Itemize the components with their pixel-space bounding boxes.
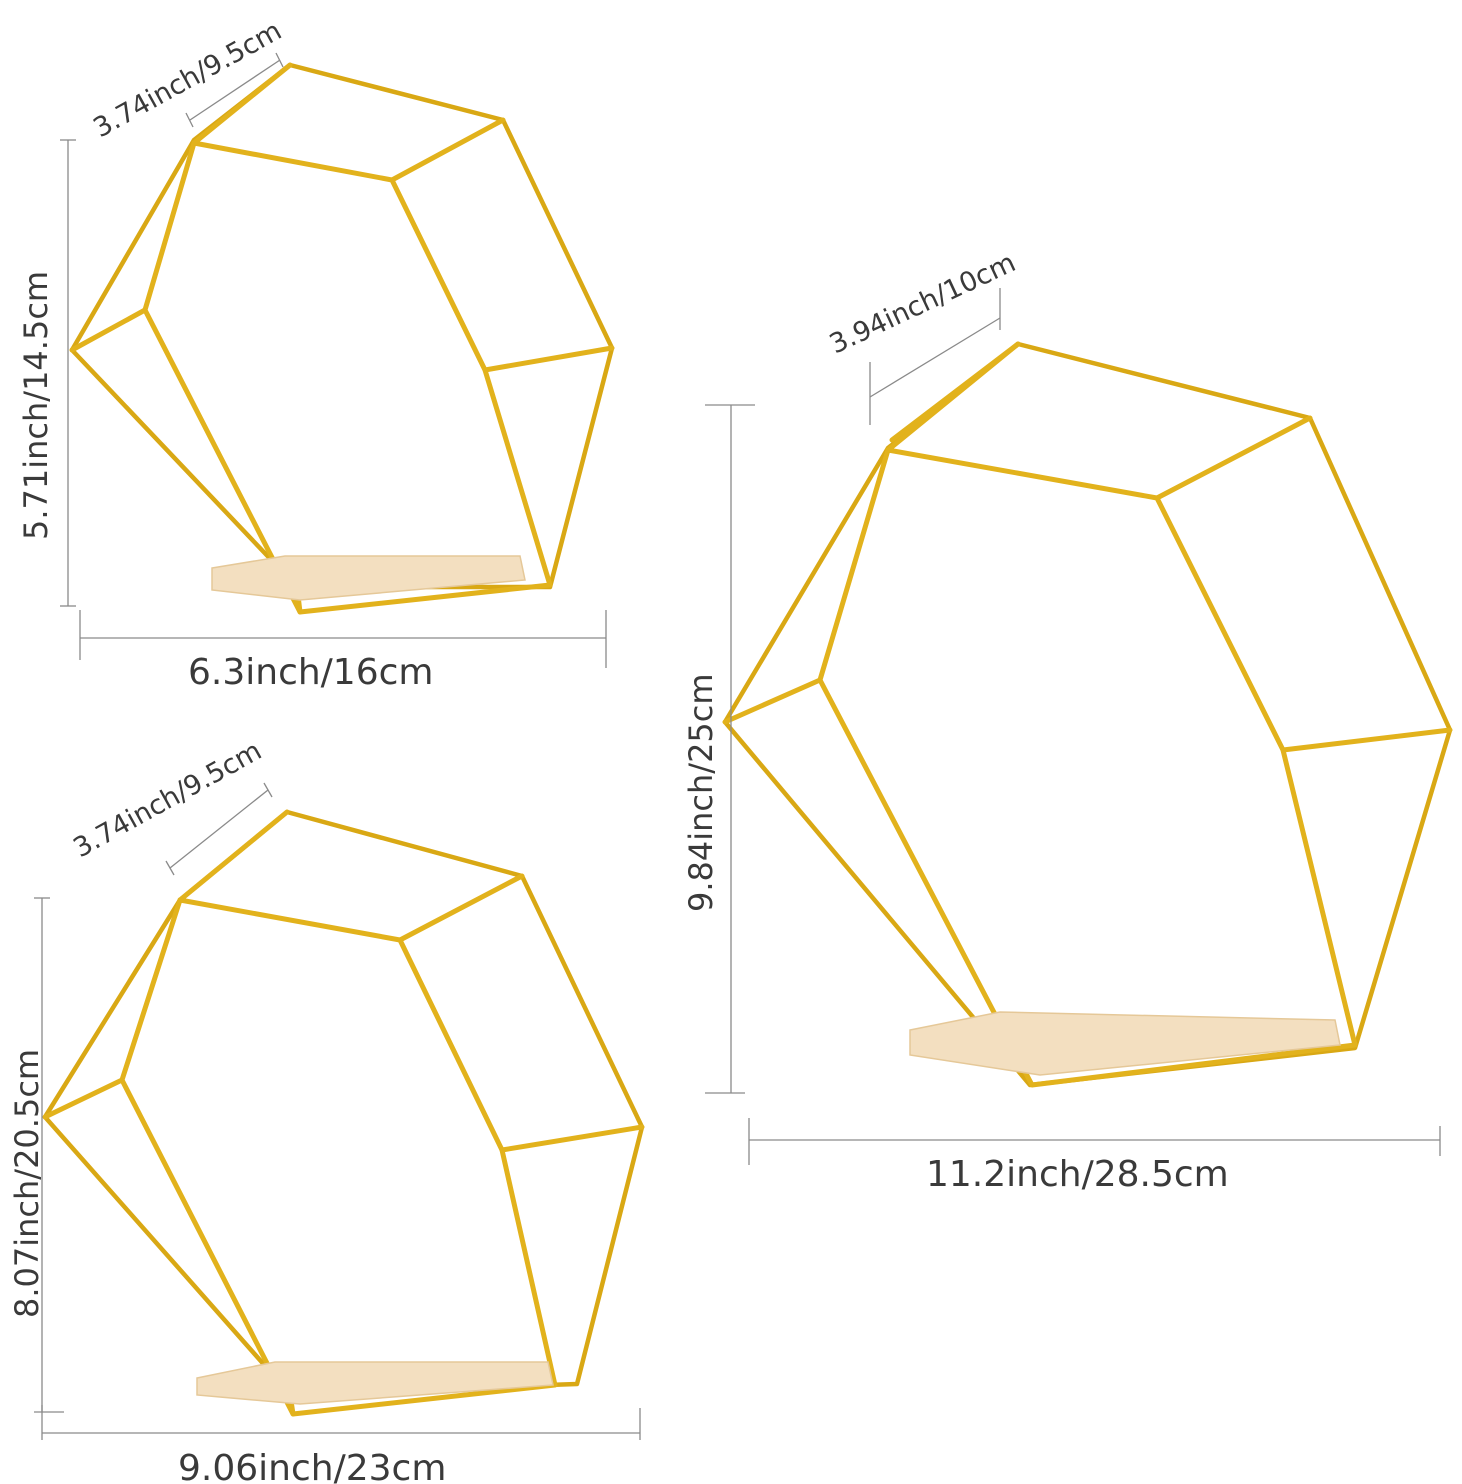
large-width-label: 11.2inch/28.5cm (926, 1154, 1229, 1195)
small-shelf-wood-board (211, 555, 526, 601)
large-hexagon-shelf (722, 341, 1453, 1088)
large-depth-label: 3.94inch/10cm (825, 247, 1021, 360)
large-height-label: 9.84inch/25cm (682, 673, 720, 912)
large-shelf-depth-rods (722, 341, 1453, 753)
medium-depth-line (169, 789, 269, 869)
large-shelf-back-frame (722, 341, 1453, 1088)
medium-shelf-front-frame (119, 897, 558, 1417)
small-hexagon-shelf (69, 62, 615, 615)
small-depth-label: 3.74inch/9.5cm (88, 15, 287, 144)
medium-hexagon-shelf (42, 809, 645, 1417)
medium-width-label: 9.06inch/23cm (178, 1448, 446, 1484)
medium-height-label: 8.07inch/20.5cm (8, 1049, 46, 1318)
medium-shelf-wood-board (196, 1361, 554, 1405)
medium-shelf-depth-rods (42, 809, 645, 1417)
small-depth-line (189, 59, 281, 121)
large-shelf-front-frame (817, 447, 1358, 1088)
small-height-label: 5.71inch/14.5cm (17, 271, 55, 540)
small-shelf-front-frame (142, 140, 553, 615)
large-shelf-wood-board (909, 1011, 1341, 1076)
small-width-label: 6.3inch/16cm (188, 652, 433, 693)
medium-depth-label: 3.74inch/9.5cm (68, 735, 267, 864)
large-depth-line (869, 317, 1001, 398)
